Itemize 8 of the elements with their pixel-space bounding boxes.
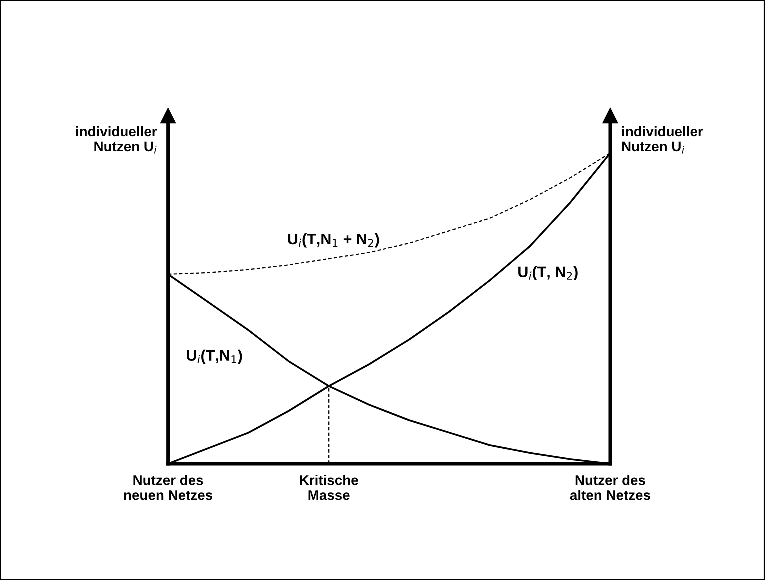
y2-axis-title: individueller Nutzen U$_{i}$: [622, 126, 704, 154]
series-label: U$_{i}$(T,N$_{1}$): [187, 350, 242, 364]
series-label: U$_{i}$(T, N$_{2}$): [518, 266, 578, 281]
x-tick-label: Nutzer des alten Netzes: [570, 475, 650, 500]
series-label: U$_{i}$(T,N$_{1}$ + N$_{2}$): [288, 233, 380, 248]
x-tick-label: Kritische Masse: [300, 475, 358, 500]
y-axis-title: individueller Nutzen U$_{i}$: [76, 126, 158, 154]
x-tick-label: Nutzer des neuen Netzes: [124, 475, 212, 500]
